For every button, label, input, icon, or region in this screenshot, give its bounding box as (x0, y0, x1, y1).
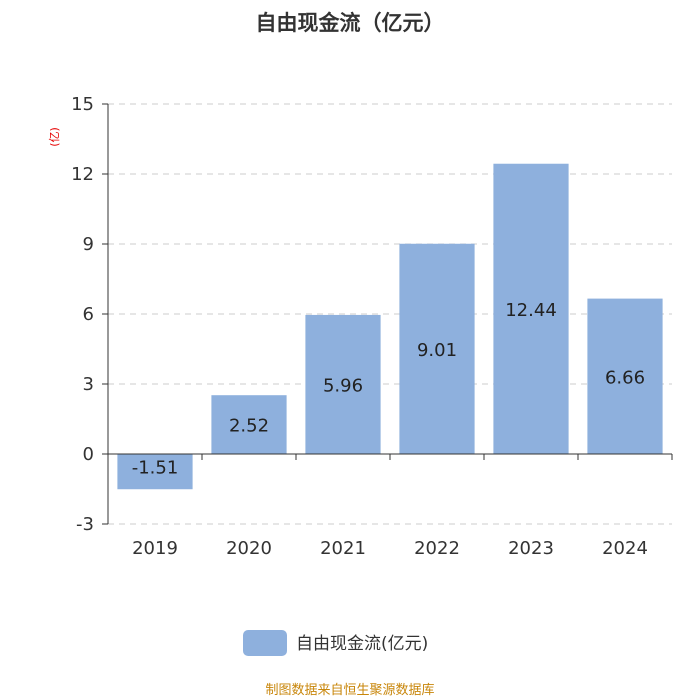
data-label: 2.52 (229, 416, 269, 437)
data-label: 6.66 (605, 367, 645, 388)
data-label: 5.96 (323, 375, 363, 396)
y-axis: -3 0 3 6 9 12 15 (71, 94, 109, 535)
bar[interactable] (399, 243, 475, 454)
x-tick-label: 2023 (508, 538, 554, 559)
bar[interactable] (117, 454, 193, 490)
bar[interactable] (211, 395, 287, 454)
bar[interactable] (493, 163, 569, 454)
x-tick-label: 2024 (602, 538, 648, 559)
legend[interactable]: 自由现金流(亿元) (243, 630, 428, 656)
legend-swatch (243, 630, 287, 656)
bars: -1.51 2.52 5.96 9.01 12.44 6.66 (117, 163, 663, 490)
x-axis: 2019 2020 2021 2022 2023 2024 (107, 453, 673, 559)
y-tick-label: 3 (83, 374, 94, 395)
source-note: 制图数据来自恒生聚源数据库 (265, 682, 434, 698)
y-tick-label: 12 (71, 164, 94, 185)
y-tick-label: 0 (83, 444, 94, 465)
bar[interactable] (587, 298, 663, 454)
data-label: 12.44 (505, 300, 557, 321)
chart-title: 自由现金流（亿元） (256, 11, 445, 35)
legend-label: 自由现金流(亿元) (296, 634, 428, 654)
x-tick-label: 2019 (132, 538, 178, 559)
y-tick-label: -3 (76, 514, 94, 535)
y-axis-unit: (亿) (48, 127, 61, 147)
x-tick-label: 2021 (320, 538, 366, 559)
data-label: 9.01 (417, 340, 457, 361)
x-tick-label: 2022 (414, 538, 460, 559)
bar[interactable] (305, 314, 381, 454)
data-label: -1.51 (132, 458, 179, 479)
y-tick-label: 6 (83, 304, 94, 325)
y-tick-label: 9 (83, 234, 94, 255)
x-tick-label: 2020 (226, 538, 272, 559)
y-tick-label: 15 (71, 94, 94, 115)
